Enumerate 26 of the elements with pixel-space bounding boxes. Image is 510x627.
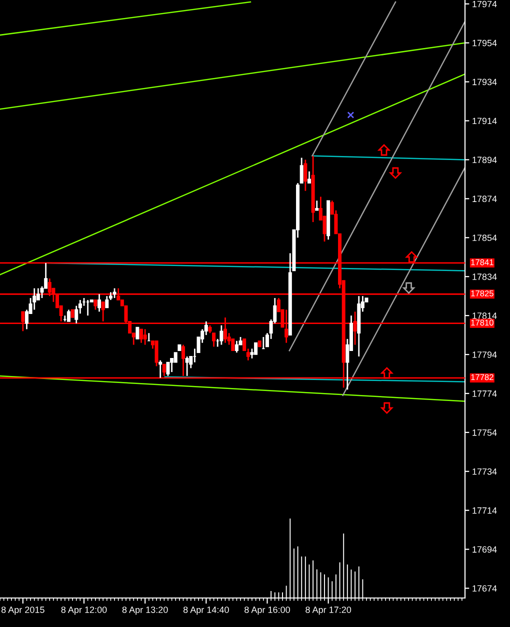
y-tick-label: 17774 (472, 390, 497, 397)
y-tick-label: 17834 (472, 274, 497, 280)
y-tick-label: 17734 (472, 468, 497, 475)
y-tick-label: 17794 (472, 351, 497, 358)
y-tick-label: 17714 (472, 507, 497, 514)
y-tick-label: 17874 (472, 196, 497, 202)
x-tick-label: 8 Apr 2015 (1, 606, 44, 615)
x-tick-label: 8 Apr 13:20 (122, 606, 168, 615)
x-tick-label: 8 Apr 16:00 (244, 606, 290, 615)
ref-line-label: 17810 (471, 320, 494, 326)
y-tick-label: 17694 (472, 546, 497, 553)
y-tick-label: 17954 (472, 40, 497, 46)
y-tick-label: 17674 (472, 585, 497, 592)
ref-line-label: 17825 (471, 290, 494, 296)
y-tick-label: 17934 (472, 78, 497, 86)
ref-line-label: 17841 (471, 259, 494, 266)
y-tick-label: 17854 (472, 234, 497, 241)
y-tick-label: 17814 (472, 312, 497, 319)
y-tick-label: 17894 (472, 156, 497, 164)
y-tick-label: 17754 (472, 429, 497, 436)
x-tick-label: 8 Apr 12:00 (61, 606, 107, 615)
y-tick-label: 17914 (472, 118, 497, 124)
x-tick-label: 8 Apr 14:40 (183, 606, 229, 615)
x-tick-label: 8 Apr 17:20 (306, 606, 352, 615)
ref-line-label: 17782 (471, 374, 494, 380)
y-tick-label: 17974 (472, 0, 497, 8)
